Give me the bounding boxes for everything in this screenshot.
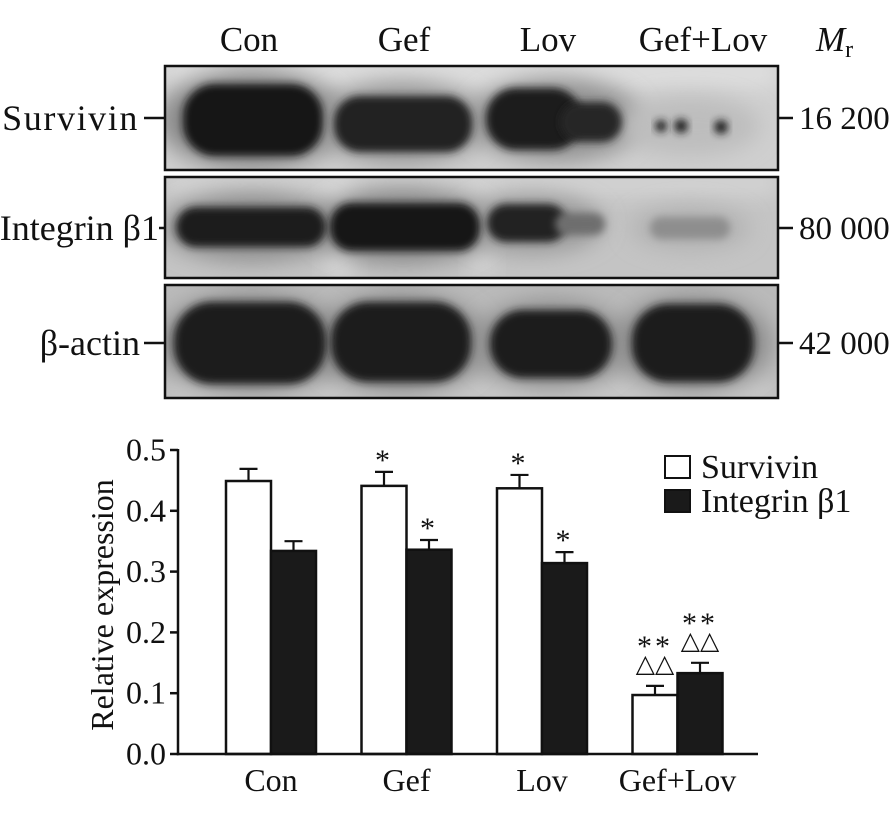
blot-panel-survivin — [163, 64, 780, 172]
bar-chart: Relative expression 0.0 0.1 0.2 0.3 0.4 0.5 Co… — [84, 432, 851, 799]
y-tick-label: 0.2 — [126, 614, 166, 650]
mr-header: Mr — [815, 20, 853, 63]
y-axis-title: Relative expression — [84, 479, 120, 730]
lane-label-lov: Lov — [520, 20, 577, 59]
row-label-survivin: Survivin — [2, 98, 139, 138]
bar-integrin-beta1-lov — [540, 561, 589, 756]
blot-frame — [163, 283, 780, 400]
lane-headers: Con Gef Lov Gef+Lov Mr — [220, 20, 853, 63]
significance-asterisk: * — [556, 524, 574, 557]
legend-label-survivin: Survivin — [701, 449, 818, 486]
bar-survivin-lov — [495, 487, 544, 756]
y-tick-label: 0.3 — [126, 553, 166, 589]
blot-band-actin-gef-lov — [632, 304, 754, 382]
blot-band-survivin-lov-tail — [560, 102, 622, 142]
x-tick-label: Lov — [516, 762, 568, 798]
blot-background-light — [165, 382, 778, 398]
lane-label-con: Con — [220, 20, 278, 59]
significance-asterisk: * — [375, 444, 393, 477]
blot-band-survivin-gef-lov-dot — [714, 120, 728, 134]
row-label-beta-actin: β-actin — [40, 323, 140, 363]
legend-label-integrin-beta1: Integrin β1 — [701, 483, 851, 520]
y-tick-label: 0.5 — [126, 432, 166, 468]
blot-band-survivin-con — [183, 84, 323, 156]
legend-swatch-survivin — [664, 455, 691, 479]
blot-band-integrin-gef-lov — [650, 217, 730, 239]
x-tick-label: Con — [244, 762, 297, 798]
mr-header-main: M — [815, 20, 847, 59]
y-tick-label: 0.0 — [126, 736, 166, 772]
blot-band-survivin-lov — [486, 88, 582, 150]
blot-band-integrin-lov — [487, 204, 567, 242]
y-tick-label: 0.4 — [126, 492, 166, 528]
blot-row-labels: Survivin Integrin β1 β-actin — [0, 98, 165, 363]
y-tick-label: 0.1 — [126, 675, 166, 711]
mr-header-subscript: r — [845, 37, 853, 63]
blot-smear — [620, 96, 760, 156]
lane-label-gef: Gef — [378, 20, 431, 59]
blot-band-actin-gef — [331, 302, 471, 382]
blot-band-integrin-gef — [330, 203, 480, 251]
bar-survivin-gef — [360, 484, 408, 756]
blot-panel-beta-actin — [163, 283, 780, 400]
significance-asterisk: * — [511, 447, 529, 480]
mr-value-integrin-beta1: 80 000 — [799, 211, 890, 247]
bar-survivin-con — [224, 479, 273, 756]
blot-band-survivin-gef — [334, 96, 472, 152]
row-label-integrin-beta1: Integrin β1 — [0, 208, 159, 248]
blot-band-actin-lov — [490, 310, 612, 378]
mr-value-survivin: 16 200 — [799, 101, 890, 137]
bar-integrin-beta1-gef — [405, 548, 453, 756]
legend-swatch-integrin-beta1 — [664, 489, 691, 513]
x-tick-label: Gef — [383, 762, 431, 798]
blot-panel-integrin-beta1 — [163, 175, 780, 280]
bar-integrin-beta1-con — [269, 549, 318, 756]
significance-triangles: △△ — [636, 649, 675, 678]
bar-integrin-beta1-gef-lov — [676, 671, 724, 756]
significance-asterisk: ** — [637, 630, 673, 663]
blot-band-survivin-gef-lov-dot — [655, 120, 667, 132]
significance-triangles: △△ — [681, 626, 720, 655]
lane-label-gef-lov: Gef+Lov — [639, 20, 768, 59]
significance-asterisk: ** — [682, 607, 718, 640]
significance-asterisk: * — [420, 512, 438, 545]
x-tick-label: Gef+Lov — [619, 762, 737, 798]
bar-survivin-gef-lov — [631, 693, 679, 756]
blot-background-light — [165, 66, 778, 86]
blot-mr-values: 16 200 80 000 42 000 — [778, 101, 890, 362]
blot-band-survivin-gef-lov-dot — [674, 119, 688, 133]
mr-value-beta-actin: 42 000 — [799, 326, 890, 362]
blot-band-integrin-lov-tail — [555, 213, 605, 235]
blot-band-actin-con — [174, 302, 326, 384]
blot-band-integrin-con — [176, 207, 326, 247]
